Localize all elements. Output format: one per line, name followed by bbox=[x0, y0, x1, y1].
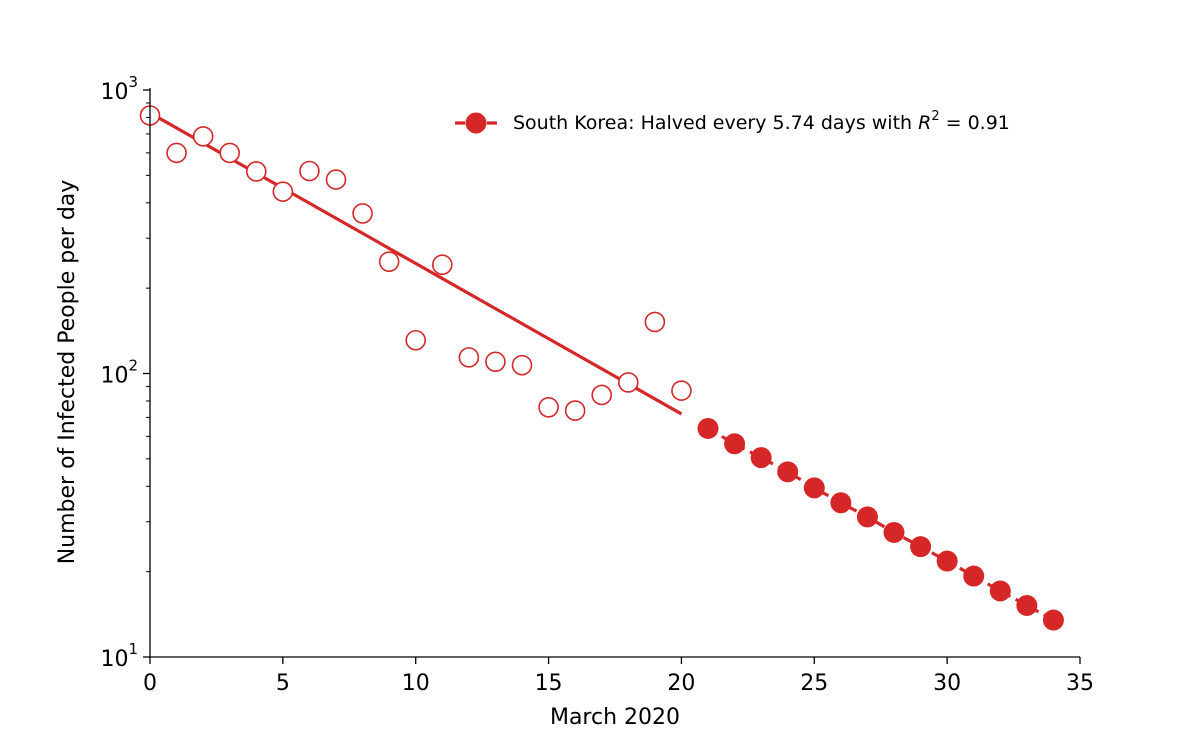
x-tick-label: 10 bbox=[402, 671, 430, 696]
observed-point bbox=[511, 354, 533, 376]
observed-point bbox=[166, 142, 187, 164]
legend-r-symbol: R bbox=[918, 112, 931, 134]
y-tick-label: 101 bbox=[100, 640, 138, 672]
projection-point bbox=[777, 461, 799, 483]
legend-label-suffix: = 0.91 bbox=[940, 112, 1010, 134]
observed-point bbox=[617, 372, 639, 393]
fit-line bbox=[149, 111, 683, 416]
observed-point bbox=[405, 329, 427, 351]
observed-point bbox=[485, 351, 506, 373]
projection-point bbox=[883, 521, 905, 543]
observed-point bbox=[192, 126, 214, 147]
projection-point bbox=[1016, 594, 1038, 616]
projection-point bbox=[989, 580, 1011, 602]
projection-point bbox=[724, 433, 746, 455]
y-tick-exponent: 1 bbox=[128, 640, 138, 658]
y-tick-base: 10 bbox=[100, 364, 128, 389]
observed-point bbox=[245, 161, 267, 182]
x-tick-label: 25 bbox=[800, 671, 828, 696]
x-axis-title: March 2020 bbox=[550, 705, 680, 730]
observed-point bbox=[591, 384, 613, 406]
projection-point bbox=[803, 477, 825, 499]
observed-point bbox=[352, 203, 373, 224]
projection-point bbox=[1042, 609, 1064, 631]
legend-r-exponent: 2 bbox=[931, 109, 939, 124]
x-tick-label: 30 bbox=[933, 671, 961, 696]
y-tick-base: 10 bbox=[100, 80, 128, 105]
y-tick-label: 103 bbox=[100, 73, 138, 105]
observed-point bbox=[538, 396, 559, 418]
observed-point bbox=[564, 400, 586, 421]
y-tick-label: 102 bbox=[100, 357, 138, 389]
legend-label-prefix: South Korea: Halved every 5.74 days with bbox=[513, 112, 918, 134]
x-tick-label: 0 bbox=[143, 671, 157, 696]
projection-point bbox=[750, 447, 772, 469]
projection-point bbox=[856, 506, 878, 528]
axes bbox=[149, 88, 1080, 658]
plot-area bbox=[139, 105, 1064, 631]
y-tick-exponent: 3 bbox=[128, 73, 138, 91]
projection-point bbox=[963, 565, 985, 587]
observed-point bbox=[272, 181, 294, 202]
x-tick-label: 35 bbox=[1066, 671, 1094, 696]
x-tick-label: 5 bbox=[276, 671, 290, 696]
projection-point bbox=[936, 550, 958, 572]
observed-point bbox=[644, 311, 666, 333]
x-ticks: 0 5 10 15 20 25 30 35 bbox=[143, 657, 1094, 696]
projection-point bbox=[697, 417, 719, 439]
observed-point bbox=[325, 169, 347, 190]
y-tick-base: 10 bbox=[100, 647, 128, 672]
y-tick-exponent: 2 bbox=[128, 357, 138, 375]
observed-point bbox=[458, 347, 480, 368]
projection-point bbox=[830, 492, 852, 514]
x-tick-label: 15 bbox=[535, 671, 563, 696]
legend-label: South Korea: Halved every 5.74 days with… bbox=[513, 109, 1010, 134]
observed-point bbox=[299, 160, 320, 182]
observed-point bbox=[378, 251, 400, 272]
legend-marker bbox=[465, 112, 487, 134]
x-tick-label: 20 bbox=[667, 671, 695, 696]
y-axis-title: Number of Infected People per day bbox=[55, 180, 80, 565]
observed-point bbox=[671, 380, 692, 401]
legend: South Korea: Halved every 5.74 days with… bbox=[455, 109, 1010, 134]
observed-point bbox=[431, 254, 453, 275]
observed-point bbox=[219, 142, 241, 164]
projection-point bbox=[910, 536, 932, 558]
